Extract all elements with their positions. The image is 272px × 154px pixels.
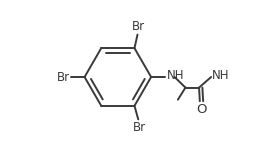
Text: NH: NH bbox=[166, 69, 184, 82]
Text: NH: NH bbox=[211, 69, 229, 82]
Text: Br: Br bbox=[132, 121, 146, 134]
Text: O: O bbox=[196, 103, 207, 116]
Text: Br: Br bbox=[57, 71, 70, 83]
Text: Br: Br bbox=[132, 20, 145, 33]
